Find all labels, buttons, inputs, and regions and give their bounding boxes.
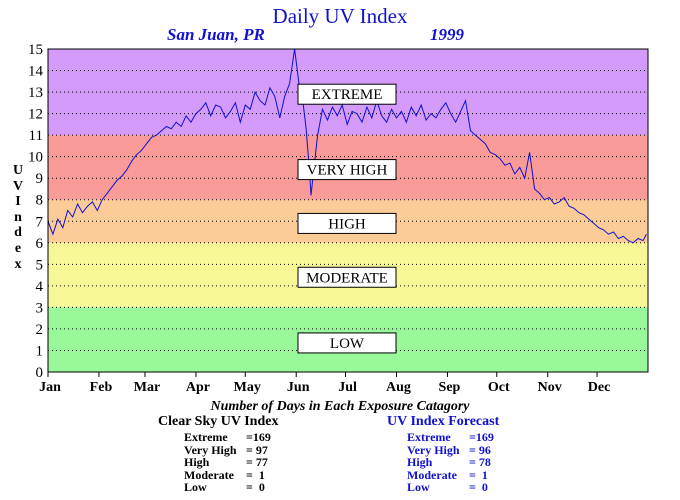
clear-sky-value: = 97 — [246, 442, 268, 457]
x-tick-label: Jun — [287, 380, 310, 395]
band-label: LOW — [330, 336, 365, 352]
y-tick-label: 6 — [36, 236, 44, 252]
forecast-label: Very High — [407, 442, 460, 457]
forecast-row: Very High = 96 — [407, 442, 499, 457]
forecast-stats: UV Index Forecast Extreme =169 Very High = … — [387, 414, 499, 494]
category-labels: LOW MODERATE HIGH VERY HIGH EXTREME — [297, 83, 397, 354]
forecast-row: Low = 0 — [407, 481, 499, 494]
band-label-box — [297, 332, 397, 354]
chart-title: Daily UV Index — [272, 4, 408, 28]
forecast-value: = 1 — [469, 467, 488, 482]
clear-sky-label: High — [184, 455, 210, 470]
x-tick-label: Mar — [134, 380, 160, 395]
uv-series — [47, 48, 647, 244]
band-label-box — [297, 159, 397, 181]
x-tick-label: Aug — [386, 380, 411, 395]
chart-subtitle-year: 1999 — [430, 25, 464, 44]
y-tick-label: 4 — [36, 279, 44, 295]
y-tick-label: 5 — [36, 257, 44, 273]
y-tick-label: 10 — [28, 150, 43, 166]
clear-sky-label: Extreme — [184, 430, 228, 444]
x-axis-month-labels: Jan Feb Mar Apr May Jun Jul Aug Sep Oct Nov Dec — [39, 372, 610, 395]
clear-sky-heading: Clear Sky UV Index — [158, 414, 279, 429]
clear-sky-row: Very High = 97 — [184, 442, 278, 457]
y-axis-label-letter: U — [12, 163, 24, 178]
y-tick-label: 13 — [28, 85, 43, 101]
x-tick-label: Feb — [90, 380, 113, 395]
y-axis-label-letter: x — [14, 256, 22, 272]
forecast-label: Extreme — [407, 430, 451, 444]
band-label-box — [297, 266, 397, 288]
forecast-value: = 96 — [469, 442, 491, 457]
forecast-value: = 78 — [469, 455, 491, 470]
x-tick-label: Dec — [588, 380, 611, 395]
clear-sky-label: Low — [184, 480, 207, 495]
y-tick-label: 0 — [36, 365, 44, 381]
band-label-box — [297, 212, 397, 234]
forecast-heading: UV Index Forecast — [387, 414, 500, 429]
forecast-label: Low — [407, 480, 430, 495]
forecast-row: Extreme =169 — [407, 431, 499, 444]
clear-sky-value: = 77 — [246, 455, 268, 470]
x-tick-label: Apr — [186, 380, 210, 395]
clear-sky-row: Extreme =169 — [184, 431, 278, 444]
band-label: EXTREME — [312, 87, 383, 103]
clear-sky-row: High = 77 — [184, 456, 278, 469]
band-label: VERY HIGH — [307, 163, 388, 179]
clear-sky-label: Moderate — [184, 467, 234, 482]
x-tick-label: Oct — [488, 380, 510, 395]
y-axis-label-letter: e — [14, 240, 22, 256]
forecast-row: High = 78 — [407, 456, 499, 469]
x-tick-label: Sep — [439, 380, 461, 395]
y-axis-label-letter: V — [12, 178, 24, 194]
clear-sky-value: =169 — [246, 430, 271, 444]
clear-sky-stats: Clear Sky UV Index Extreme =169 Very High =… — [158, 414, 278, 494]
forecast-label: Moderate — [407, 467, 457, 482]
x-tick-label: May — [234, 380, 261, 395]
y-axis-label-letter: n — [14, 209, 22, 225]
x-tick-label: Nov — [538, 380, 562, 395]
y-tick-label: 7 — [36, 214, 44, 230]
y-tick-label: 3 — [36, 300, 44, 316]
band-label: MODERATE — [306, 270, 388, 286]
clear-sky-value: = 0 — [246, 480, 265, 495]
y-axis-label-letter: d — [14, 225, 22, 241]
band-label: HIGH — [328, 216, 366, 232]
uv-index-line — [47, 48, 647, 244]
y-tick-label: 8 — [36, 193, 44, 209]
forecast-label: High — [407, 455, 433, 470]
clear-sky-row: Low = 0 — [184, 481, 278, 494]
y-tick-label: 2 — [36, 322, 44, 338]
y-tick-label: 12 — [28, 107, 43, 123]
counts-title: Number of Days in Each Exposure Catagory — [210, 399, 470, 414]
chart-subtitle-location: San Juan, PR — [167, 25, 265, 44]
forecast-value: = 0 — [469, 480, 488, 495]
y-tick-label: 1 — [36, 343, 44, 359]
y-tick-label: 9 — [36, 171, 44, 187]
x-tick-label: Jan — [39, 380, 61, 395]
clear-sky-row: Moderate = 1 — [184, 469, 278, 482]
x-tick-label: Jul — [338, 380, 357, 395]
band-label-box — [297, 83, 397, 105]
forecast-row: Moderate = 1 — [407, 469, 499, 482]
forecast-value: =169 — [469, 430, 494, 444]
y-axis-label-letter: I — [15, 194, 21, 210]
y-tick-label: 11 — [29, 128, 43, 144]
plot-frame — [47, 48, 649, 373]
y-tick-label: 14 — [28, 64, 44, 80]
clear-sky-label: Very High — [184, 442, 237, 457]
clear-sky-value: = 1 — [246, 467, 265, 482]
y-tick-label: 15 — [28, 42, 43, 58]
